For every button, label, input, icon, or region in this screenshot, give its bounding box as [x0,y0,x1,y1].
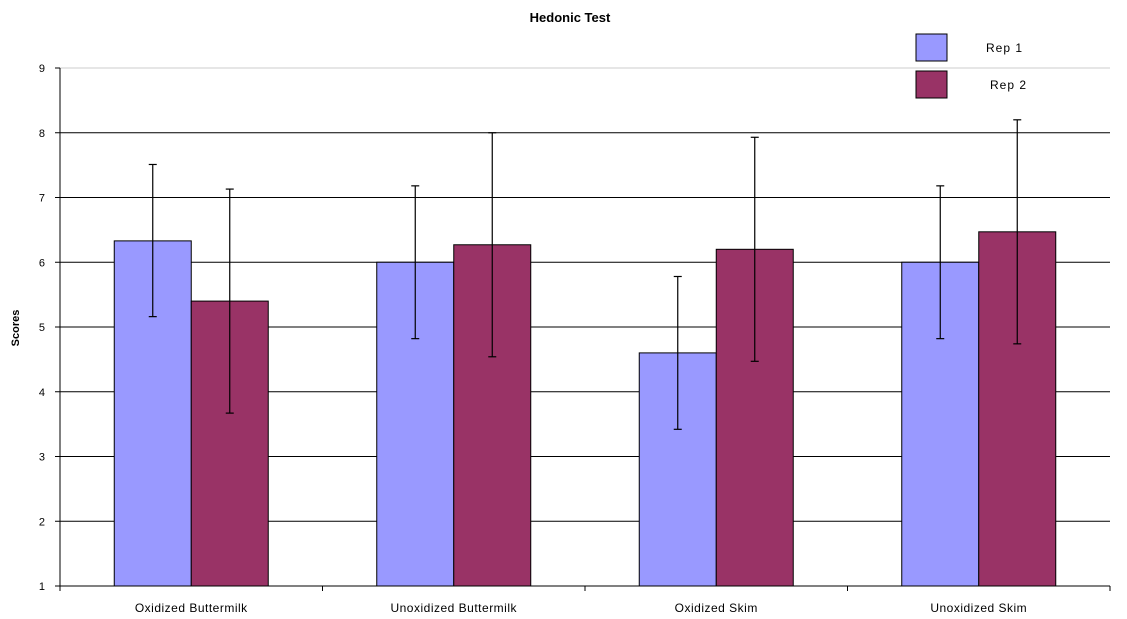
y-tick-label: 8 [39,128,45,140]
error-bars [148,119,1022,430]
bar [453,244,532,587]
y-tick-labels: 1 2 3 4 5 6 7 8 9 [39,63,45,593]
x-tick-label: Oxidized Buttermilk [135,601,248,615]
legend: Rep 1 Rep 2 [915,33,1027,99]
y-tick-label: 3 [39,452,45,464]
chart-title: Hedonic Test [530,10,611,25]
legend-label: Rep 2 [990,78,1027,92]
x-tick-label: Oxidized Skim [675,601,758,615]
y-tick-label: 5 [39,322,45,334]
x-tick-label: Unoxidized Skim [930,601,1027,615]
legend-label: Rep 1 [986,41,1023,55]
x-tick-label: Unoxidized Buttermilk [390,601,517,615]
y-tick-label: 6 [39,257,45,269]
bars [113,231,1057,587]
x-tick-labels: Oxidized Buttermilk Unoxidized Buttermilk… [135,601,1027,615]
y-tick-label: 1 [39,581,45,593]
axes [55,67,1111,591]
legend-swatch [915,70,948,99]
y-axis-label: Scores [10,310,22,347]
y-tick-label: 7 [39,193,45,205]
y-tick-label: 2 [39,516,45,528]
legend-swatch [915,33,948,62]
y-tick-label: 9 [39,63,45,75]
y-tick-label: 4 [39,387,45,399]
